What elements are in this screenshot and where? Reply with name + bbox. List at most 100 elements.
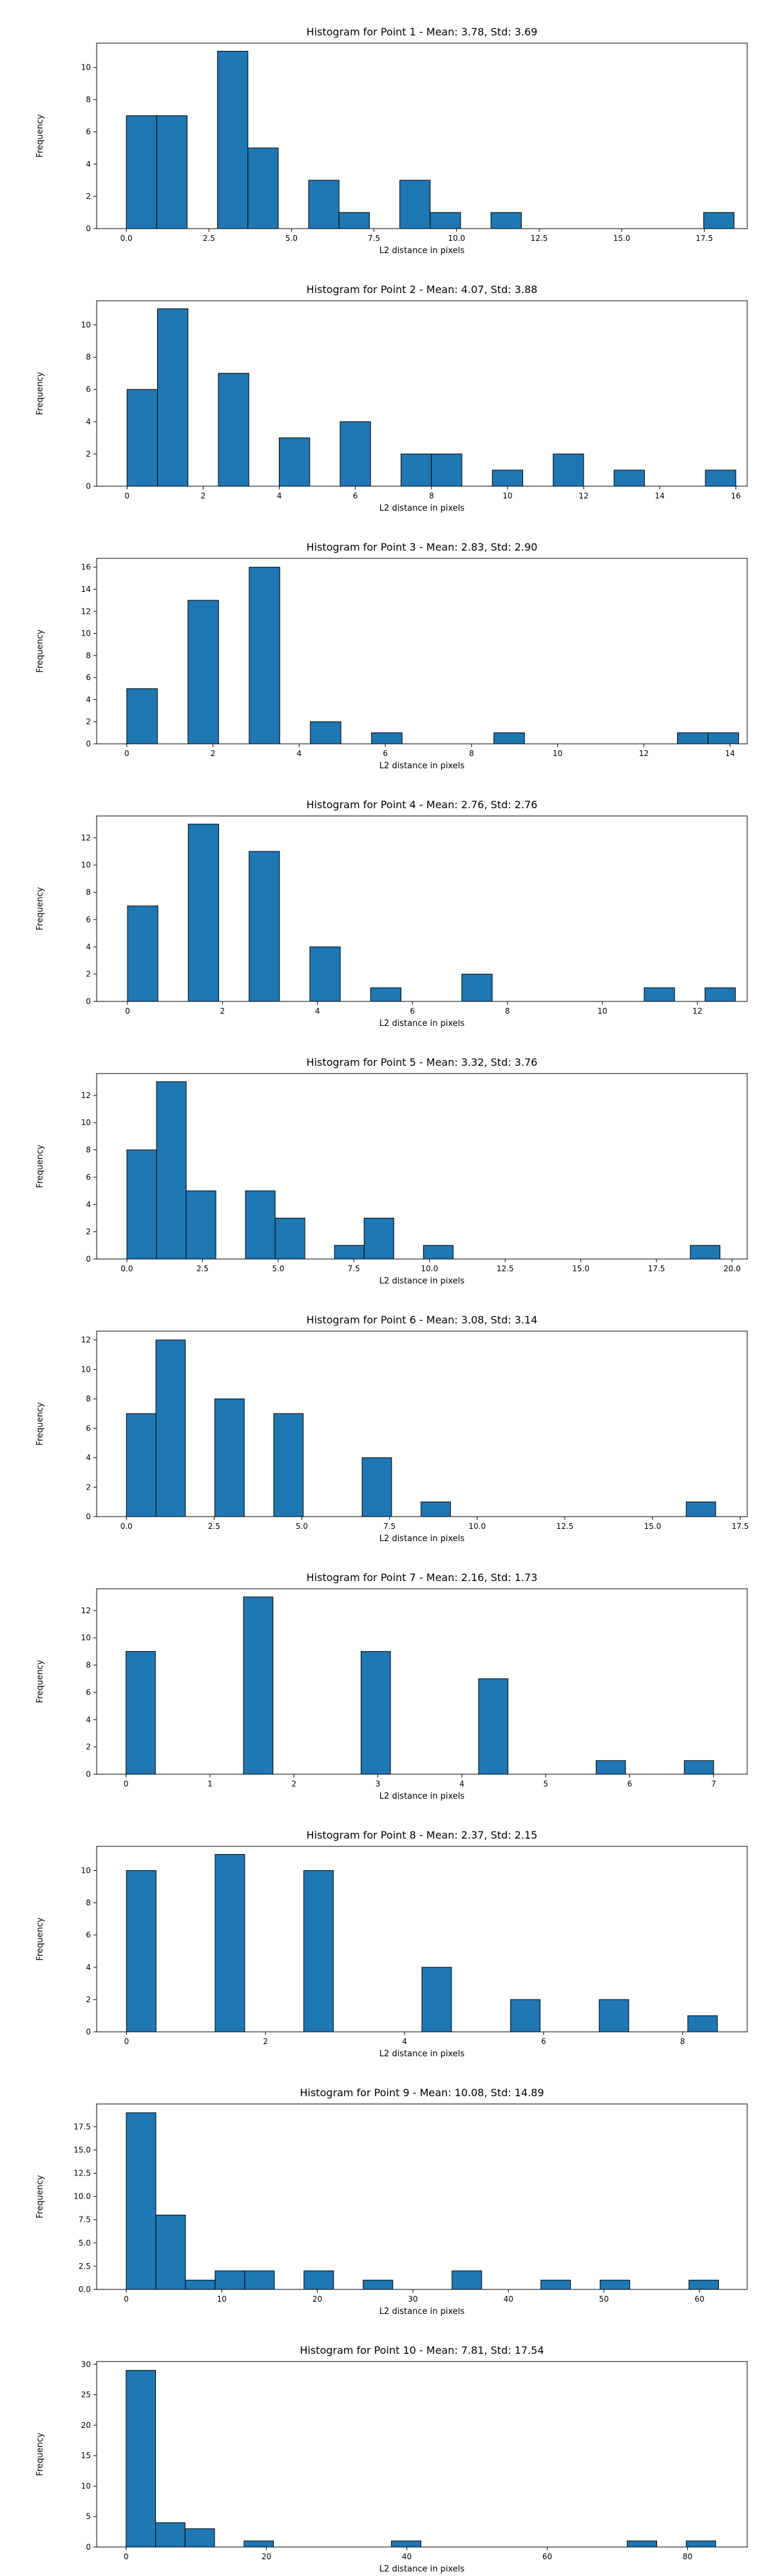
histogram-bar (540, 2280, 571, 2290)
x-tick-label: 4 (297, 749, 302, 758)
y-tick-label: 12 (81, 607, 91, 616)
x-tick-label: 17.5 (732, 1522, 749, 1531)
chart-title: Histogram for Point 9 - Mean: 10.08, Std… (300, 2087, 544, 2099)
y-tick-label: 4 (86, 1200, 91, 1209)
histogram-bar (215, 1854, 245, 2032)
y-tick-label: 2 (86, 1482, 91, 1492)
plot-frame (96, 43, 748, 229)
x-tick-label: 15.0 (613, 234, 631, 243)
y-tick-label: 12 (81, 1336, 91, 1345)
x-tick-label: 3 (376, 1779, 381, 1788)
y-axis-label: Frequency (35, 1144, 45, 1188)
y-tick-label: 8 (86, 1661, 91, 1670)
y-tick-label: 2 (86, 970, 91, 979)
x-tick-label: 6 (410, 1007, 415, 1016)
histogram-bar (421, 1501, 451, 1517)
histogram-panel-7: Histogram for Point 7 - Mean: 2.16, Std:… (0, 1546, 773, 1803)
histogram-bar (187, 600, 219, 744)
histogram-bar (600, 2280, 631, 2290)
x-axis-label: L2 distance in pixels (379, 1276, 465, 1286)
histogram-panel-6: Histogram for Point 6 - Mean: 3.08, Std:… (0, 1288, 773, 1546)
histogram-bar (510, 1999, 540, 2032)
histogram-bar (243, 1596, 274, 1775)
x-tick-label: 40 (402, 2552, 412, 2561)
x-tick-label: 30 (408, 2295, 417, 2304)
x-tick-label: 0.0 (120, 1264, 133, 1273)
chart-title: Histogram for Point 8 - Mean: 2.37, Std:… (307, 1829, 538, 1841)
histogram-bar (127, 905, 158, 1002)
histogram-bar (338, 212, 370, 229)
x-tick-label: 8 (429, 491, 434, 500)
y-tick-label: 8 (86, 1899, 91, 1908)
x-tick-label: 20 (312, 2295, 322, 2304)
histogram-bar (683, 1760, 714, 1775)
x-tick-label: 8 (680, 2037, 685, 2046)
x-axis-label: L2 distance in pixels (379, 246, 465, 256)
plot-frame (96, 2103, 748, 2290)
y-tick-label: 30 (81, 2360, 91, 2369)
x-tick-label: 0 (124, 1779, 129, 1788)
histogram-bar (274, 1217, 305, 1260)
y-tick-label: 4 (86, 417, 91, 426)
x-tick-label: 7.5 (348, 1264, 360, 1273)
x-tick-label: 4 (315, 1007, 320, 1016)
y-tick-label: 4 (86, 1715, 91, 1724)
x-tick-label: 6 (353, 491, 358, 500)
y-tick-label: 16 (81, 563, 91, 572)
histogram-bar (493, 732, 525, 744)
x-tick-label: 0 (124, 491, 129, 500)
x-tick-label: 10 (502, 491, 512, 500)
chart-title: Histogram for Point 10 - Mean: 7.81, Std… (300, 2344, 544, 2356)
histogram-bar (401, 453, 432, 487)
histogram-bar (309, 946, 341, 1002)
x-tick-label: 4 (459, 1779, 464, 1788)
histogram-bar (157, 308, 189, 487)
histogram-bar (431, 453, 463, 487)
x-tick-label: 5.0 (272, 1264, 284, 1273)
y-tick-label: 2 (86, 1743, 91, 1752)
histogram-bar (126, 2112, 157, 2290)
histogram-bar (303, 1870, 334, 2032)
histogram-bar (218, 373, 249, 487)
histogram-bar (310, 721, 341, 744)
y-tick-label: 6 (86, 385, 91, 394)
histogram-chart-4: Histogram for Point 4 - Mean: 2.76, Std:… (35, 799, 748, 1028)
x-tick-label: 10 (553, 749, 562, 758)
histogram-bar (334, 1245, 365, 1260)
x-tick-label: 1 (207, 1779, 213, 1788)
x-axis-label: L2 distance in pixels (379, 1534, 465, 1544)
histogram-bar (363, 1217, 394, 1260)
histogram-bar (598, 1999, 629, 2032)
histogram-bar (126, 688, 158, 744)
histogram-bar (155, 2215, 186, 2290)
y-tick-label: 10 (81, 321, 91, 330)
x-tick-label: 80 (683, 2552, 692, 2561)
x-axis-label: L2 distance in pixels (379, 2564, 465, 2574)
histogram-bar (685, 2541, 716, 2548)
histogram-bar (690, 1245, 721, 1260)
histogram-bar (704, 987, 736, 1002)
y-tick-label: 10 (81, 63, 91, 72)
x-axis-label: L2 distance in pixels (379, 2049, 465, 2059)
histogram-bar (249, 567, 280, 744)
x-tick-label: 60 (542, 2552, 552, 2561)
histogram-bar (187, 824, 219, 1002)
y-tick-label: 4 (86, 160, 91, 169)
y-tick-label: 0 (86, 1512, 91, 1521)
y-tick-label: 2 (86, 1995, 91, 2004)
y-tick-label: 12 (81, 833, 91, 842)
x-tick-label: 0 (124, 749, 129, 758)
x-tick-label: 4 (277, 491, 282, 500)
y-axis-label: Frequency (35, 1660, 45, 1703)
histogram-bar (687, 2015, 718, 2032)
histogram-bar (185, 2280, 216, 2290)
y-tick-label: 25 (81, 2391, 91, 2400)
histogram-bar (279, 437, 310, 487)
x-tick-label: 20.0 (723, 1264, 741, 1273)
histogram-bar (126, 1150, 157, 1260)
y-tick-label: 2 (86, 192, 91, 201)
x-tick-label: 2.5 (196, 1264, 209, 1273)
x-tick-label: 14 (655, 491, 665, 500)
histogram-bar (399, 180, 431, 229)
